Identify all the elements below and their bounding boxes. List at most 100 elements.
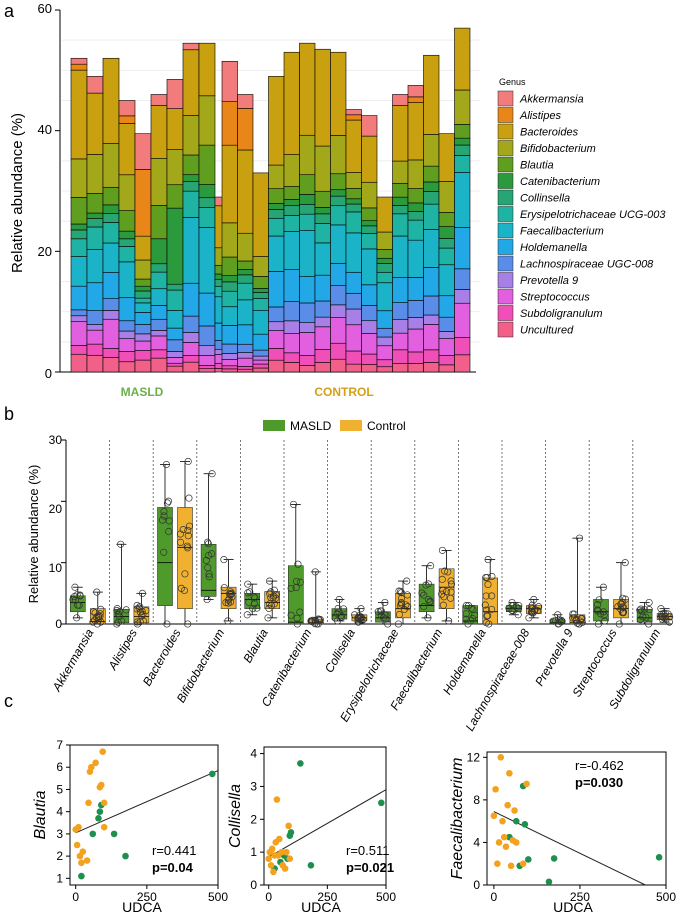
bar-segment-collinsella xyxy=(330,195,347,207)
bar-segment-bacteroides xyxy=(221,144,238,224)
bar-segment-faecalibacterium xyxy=(182,217,200,284)
box-point-control xyxy=(180,586,188,595)
scatter-xtick-label: 0 xyxy=(265,890,272,904)
bar-segment-lachnospiraceae-ugc-008 xyxy=(438,316,455,332)
bar-segment-alistipes xyxy=(237,108,254,151)
bar-segment-erysipelotrichaceae-ucg-003 xyxy=(314,223,331,244)
legend-swatch-uncultured xyxy=(497,321,514,338)
bar-segment-blautia xyxy=(283,186,300,200)
bar-segment-collinsella xyxy=(299,204,316,215)
scatter-point-masld xyxy=(550,855,558,862)
bar-segment-uncultured xyxy=(166,365,184,373)
box-point-masld xyxy=(594,620,603,628)
bar-segment-blautia xyxy=(86,193,104,214)
box-point-masld xyxy=(122,606,130,614)
bar-segment-collinsella xyxy=(182,180,200,192)
box-point-masld xyxy=(163,499,171,507)
bar-segment-bacteroides xyxy=(252,172,269,257)
bar-segment-faecalibacterium xyxy=(407,239,424,278)
scatter-xtick-label: 500 xyxy=(208,890,228,904)
bar-segment-lachnospiraceae-ugc-008 xyxy=(283,301,300,322)
scatter-point-control xyxy=(500,833,508,841)
bar-segment-catenibacterium xyxy=(102,204,120,214)
scatter-ytick-label: 1 xyxy=(250,845,257,859)
scatter-point-control xyxy=(76,852,84,860)
legend-label-holdemanella: Holdemanella xyxy=(520,242,587,254)
scatter-point-masld xyxy=(122,852,129,860)
box-point-control xyxy=(447,577,455,585)
bar-segment-collinsella xyxy=(134,290,152,299)
bar-segment-lachnospiraceae-ugc-008 xyxy=(330,285,347,306)
box-point-masld xyxy=(641,605,649,614)
box-point-control xyxy=(357,605,365,613)
legend-swatch-faecalibacterium xyxy=(497,222,514,239)
bar-segment-erysipelotrichaceae-ucg-003 xyxy=(134,297,152,304)
bar-segment-uncultured xyxy=(454,354,471,373)
bar-segment-lachnospiraceae-ugc-008 xyxy=(150,318,168,331)
box-point-masld xyxy=(335,608,343,616)
bar-segment-bacteroides xyxy=(198,42,216,97)
scatter-point-masld xyxy=(96,808,104,815)
bar-segment-holdemanella xyxy=(118,297,136,322)
bar-segment-uncultured xyxy=(252,367,269,373)
bar-segment-uncultured xyxy=(70,353,88,373)
box-point-masld xyxy=(163,620,171,628)
bar-segment-alistipes xyxy=(345,114,362,121)
scatter-ytick-label: 8 xyxy=(473,793,480,807)
bar-segment-bacteroides xyxy=(182,49,200,116)
box-point-masld xyxy=(420,603,428,611)
box-point-control xyxy=(488,605,496,613)
box-point-masld xyxy=(420,591,428,599)
legend-swatch-streptococcus xyxy=(497,288,514,305)
bar-segment-bacteroides xyxy=(237,149,254,234)
bar-segment-faecalibacterium xyxy=(86,248,104,284)
scatter-point-control xyxy=(85,799,92,807)
bar-segment-prevotella-9 xyxy=(438,331,455,339)
bar-segment-holdemanella xyxy=(454,227,471,270)
box-point-masld xyxy=(384,620,392,628)
scatter-point-control xyxy=(494,860,501,868)
legend-label-akkermansia: Akkermansia xyxy=(519,94,584,106)
bar-segment-bifidobacterium xyxy=(314,145,331,192)
bar-segment-prevotella-9 xyxy=(221,353,238,360)
bar-segment-subdoligranulum xyxy=(376,359,393,368)
scatter-point-control xyxy=(275,835,283,843)
bar-segment-catenibacterium xyxy=(330,189,347,197)
bar-segment-alistipes xyxy=(221,101,238,146)
legend-label-lachnospiraceae-ugc-008: Lachnospiraceae UGC-008 xyxy=(520,259,654,271)
scatter-ytick-label: 5 xyxy=(56,782,63,796)
bar-segment-erysipelotrichaceae-ucg-003 xyxy=(345,211,362,234)
box-point-control xyxy=(482,592,490,600)
scatter-plot-faecalibacterium: 0 250 500 0 4 8 12 r=-0.462 p=0.030 Faecalibacter… xyxy=(449,750,676,904)
bar-segment-lachnospiraceae-ugc-008 xyxy=(314,300,331,318)
box-faecalibacterium-masld xyxy=(418,583,435,613)
b-xtick-akkermansia: Akkermansia xyxy=(49,626,96,694)
box-point-masld xyxy=(424,614,432,622)
bar-segment-collinsella xyxy=(268,209,285,219)
panel-letter-a: a xyxy=(4,1,15,21)
a-ytick-60: 60 xyxy=(38,1,52,16)
legend-title-genus: Genus xyxy=(499,77,526,87)
bar-segment-holdemanella xyxy=(70,285,88,311)
box-point-masld xyxy=(462,615,470,623)
bar-segment-erysipelotrichaceae-ucg-003 xyxy=(283,215,300,232)
box-point-control xyxy=(355,612,363,620)
bar-segment-bifidobacterium xyxy=(376,231,393,250)
bar-segment-uncultured xyxy=(150,357,168,373)
bar-segment-faecalibacterium xyxy=(237,299,254,326)
scatter-ytick-label: 4 xyxy=(473,835,480,849)
a-ytick-20: 20 xyxy=(38,244,52,259)
box-point-control xyxy=(266,600,274,608)
bar-segment-prevotella-9 xyxy=(150,330,168,337)
scatter-point-control xyxy=(100,823,108,831)
box-point-masld xyxy=(331,614,339,622)
scatter-point-masld xyxy=(378,799,385,807)
scatter-point-control xyxy=(282,848,290,856)
bar-segment-catenibacterium xyxy=(150,238,168,265)
bar-segment-erysipelotrichaceae-ucg-003 xyxy=(423,203,440,230)
bar-segment-collinsella xyxy=(102,213,120,223)
legend-swatch-lachnospiraceae-ugc-008 xyxy=(497,255,514,272)
bar-segment-catenibacterium xyxy=(237,269,254,276)
box-point-masld xyxy=(292,577,301,585)
bar-segment-akkermansia xyxy=(221,60,238,102)
